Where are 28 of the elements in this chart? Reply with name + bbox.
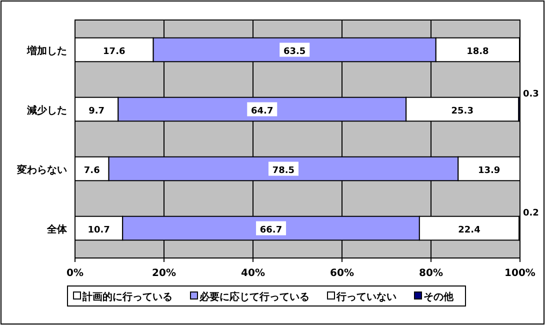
legend-label: 計画的に行っている [82, 291, 172, 303]
x-tick-label: 100% [504, 268, 536, 279]
data-label: 66.7 [260, 225, 282, 236]
x-tick-label: 80% [419, 268, 443, 279]
legend-label: その他 [424, 291, 454, 303]
x-tick-label: 20% [152, 268, 176, 279]
y-tick-label: 全体 [46, 223, 68, 236]
data-label: 10.7 [88, 225, 110, 236]
data-label: 9.7 [88, 106, 105, 116]
y-tick-label: 減少した [26, 104, 67, 116]
data-label: 17.6 [103, 46, 126, 57]
data-label: 78.5 [272, 166, 295, 176]
legend-label: 必要に応じて行っている [198, 291, 310, 303]
data-label: 0.3 [523, 89, 539, 100]
legend-label: 行っていない [336, 291, 396, 303]
data-label: 7.6 [84, 166, 100, 176]
y-tick-label: 変わらない [16, 164, 67, 176]
x-tick-label: 60% [330, 268, 354, 279]
data-label: 18.8 [466, 46, 489, 57]
data-label: 22.4 [458, 225, 480, 236]
data-label: 0.2 [523, 208, 539, 218]
data-label: 64.7 [251, 106, 274, 116]
y-tick-label: 増加した [26, 44, 67, 57]
x-tick-label: 40% [241, 268, 265, 279]
x-tick-label: 0% [66, 268, 84, 279]
data-label: 25.3 [451, 106, 474, 116]
data-label: 13.9 [478, 166, 500, 176]
data-label: 63.5 [284, 46, 306, 57]
